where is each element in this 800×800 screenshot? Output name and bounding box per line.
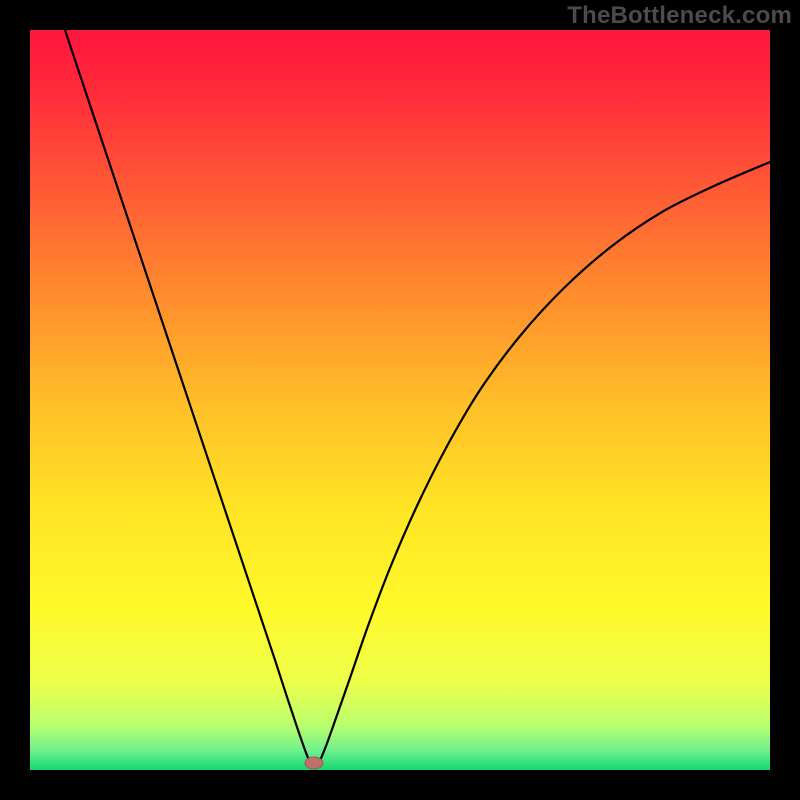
watermark-text: TheBottleneck.com — [567, 2, 792, 30]
chart-frame: TheBottleneck.com — [0, 0, 800, 800]
plot-background — [30, 30, 770, 770]
minimum-marker — [305, 757, 323, 769]
bottleneck-chart — [0, 0, 800, 800]
